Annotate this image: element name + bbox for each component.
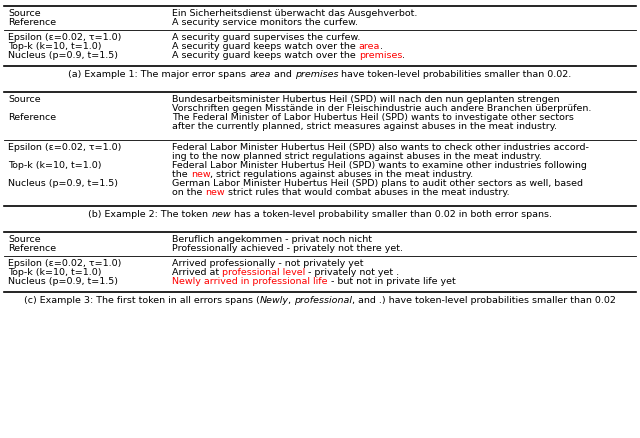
Text: Beruflich angekommen - privat noch nicht: Beruflich angekommen - privat noch nicht (172, 235, 372, 244)
Text: - but not in private life yet: - but not in private life yet (328, 277, 455, 286)
Text: (b) Example 2: The token: (b) Example 2: The token (88, 210, 211, 219)
Text: Top-k (k=10, t=1.0): Top-k (k=10, t=1.0) (8, 42, 102, 51)
Text: new: new (211, 210, 231, 219)
Text: Newly: Newly (259, 296, 289, 305)
Text: ,: , (289, 296, 294, 305)
Text: strict rules that would combat abuses in the meat industry.: strict rules that would combat abuses in… (225, 188, 509, 197)
Text: Newly arrived in professional life: Newly arrived in professional life (172, 277, 328, 286)
Text: have token-level probabilities smaller than 0.02.: have token-level probabilities smaller t… (339, 70, 572, 79)
Text: Federal Labor Minister Hubertus Heil (SPD) wants to examine other industries fol: Federal Labor Minister Hubertus Heil (SP… (172, 161, 587, 170)
Text: Nucleus (p=0.9, t=1.5): Nucleus (p=0.9, t=1.5) (8, 51, 118, 60)
Text: - privately not yet .: - privately not yet . (305, 268, 399, 277)
Text: Source: Source (8, 9, 40, 18)
Text: the: the (172, 170, 191, 179)
Text: (c) Example 3: The first token in all errors spans (: (c) Example 3: The first token in all er… (24, 296, 259, 305)
Text: area: area (250, 70, 271, 79)
Text: Epsilon (ε=0.02, τ=1.0): Epsilon (ε=0.02, τ=1.0) (8, 259, 122, 268)
Text: The Federal Minister of Labor Hubertus Heil (SPD) wants to investigate other sec: The Federal Minister of Labor Hubertus H… (172, 113, 574, 122)
Text: professional: professional (294, 296, 353, 305)
Text: premises: premises (295, 70, 339, 79)
Text: new: new (191, 170, 211, 179)
Text: Source: Source (8, 95, 40, 104)
Text: Reference: Reference (8, 113, 56, 122)
Text: Arrived at: Arrived at (172, 268, 222, 277)
Text: professional level: professional level (222, 268, 305, 277)
Text: after the currently planned, strict measures against abuses in the meat industry: after the currently planned, strict meas… (172, 122, 557, 131)
Text: .: . (380, 42, 383, 51)
Text: Federal Labor Minister Hubertus Heil (SPD) also wants to check other industries : Federal Labor Minister Hubertus Heil (SP… (172, 143, 589, 152)
Text: A security guard supervises the curfew.: A security guard supervises the curfew. (172, 33, 360, 42)
Text: Top-k (k=10, t=1.0): Top-k (k=10, t=1.0) (8, 161, 102, 170)
Text: Top-k (k=10, t=1.0): Top-k (k=10, t=1.0) (8, 268, 102, 277)
Text: ing to the now planned strict regulations against abuses in the meat industry.: ing to the now planned strict regulation… (172, 152, 541, 161)
Text: Bundesarbeitsminister Hubertus Heil (SPD) will nach den nun geplanten strengen: Bundesarbeitsminister Hubertus Heil (SPD… (172, 95, 559, 104)
Text: has a token-level probability smaller than 0.02 in both error spans.: has a token-level probability smaller th… (231, 210, 552, 219)
Text: on the: on the (172, 188, 205, 197)
Text: A security service monitors the curfew.: A security service monitors the curfew. (172, 18, 358, 27)
Text: new: new (205, 188, 225, 197)
Text: A security guard keeps watch over the: A security guard keeps watch over the (172, 51, 359, 60)
Text: Reference: Reference (8, 18, 56, 27)
Text: Vorschriften gegen Misstände in der Fleischindustrie auch andere Branchen überpr: Vorschriften gegen Misstände in der Flei… (172, 104, 591, 113)
Text: , strict regulations against abuses in the meat industry.: , strict regulations against abuses in t… (211, 170, 474, 179)
Text: Arrived professionally - not privately yet: Arrived professionally - not privately y… (172, 259, 364, 268)
Text: A security guard keeps watch over the: A security guard keeps watch over the (172, 42, 359, 51)
Text: Epsilon (ε=0.02, τ=1.0): Epsilon (ε=0.02, τ=1.0) (8, 33, 122, 42)
Text: Professionally achieved - privately not there yet.: Professionally achieved - privately not … (172, 244, 403, 253)
Text: Ein Sicherheitsdienst überwacht das Ausgehverbot.: Ein Sicherheitsdienst überwacht das Ausg… (172, 9, 417, 18)
Text: Epsilon (ε=0.02, τ=1.0): Epsilon (ε=0.02, τ=1.0) (8, 143, 122, 152)
Text: (a) Example 1: The major error spans: (a) Example 1: The major error spans (68, 70, 250, 79)
Text: Source: Source (8, 235, 40, 244)
Text: Nucleus (p=0.9, t=1.5): Nucleus (p=0.9, t=1.5) (8, 179, 118, 188)
Text: Nucleus (p=0.9, t=1.5): Nucleus (p=0.9, t=1.5) (8, 277, 118, 286)
Text: Reference: Reference (8, 244, 56, 253)
Text: German Labor Minister Hubertus Heil (SPD) plans to audit other sectors as well, : German Labor Minister Hubertus Heil (SPD… (172, 179, 583, 188)
Text: area: area (359, 42, 380, 51)
Text: premises: premises (359, 51, 402, 60)
Text: and: and (271, 70, 295, 79)
Text: , and .) have token-level probabilities smaller than 0.02: , and .) have token-level probabilities … (353, 296, 616, 305)
Text: .: . (402, 51, 405, 60)
